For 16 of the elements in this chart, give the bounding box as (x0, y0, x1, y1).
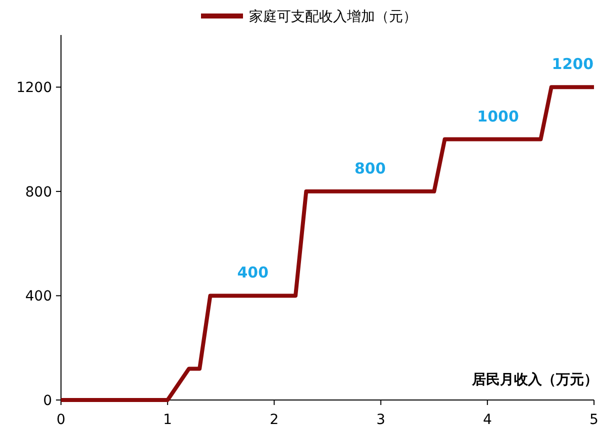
annotation: 800 (354, 159, 386, 178)
x-tick-label: 2 (270, 412, 279, 428)
y-tick-label: 800 (25, 184, 52, 200)
x-tick-label: 3 (376, 412, 386, 428)
x-tick-label: 1 (163, 412, 172, 428)
x-tick-label: 4 (482, 412, 492, 428)
annotation: 1000 (477, 107, 519, 126)
y-tick-label: 400 (25, 288, 52, 305)
x-axis-title: 居民月收入（万元） (471, 372, 598, 388)
legend-label: 家庭可支配收入增加（元） (249, 8, 417, 25)
annotation: 1200 (552, 55, 594, 74)
y-tick-label: 0 (43, 392, 52, 409)
x-tick-label: 5 (590, 412, 598, 428)
annotation: 400 (237, 264, 269, 282)
y-tick-label: 1200 (16, 80, 52, 96)
x-tick-label: 0 (56, 412, 66, 428)
